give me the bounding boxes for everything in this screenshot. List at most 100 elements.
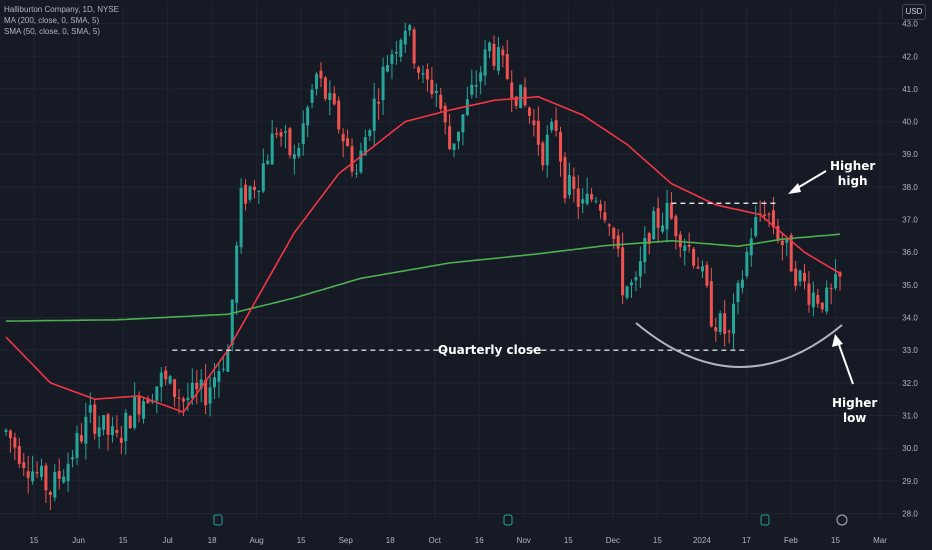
candle-body — [186, 397, 190, 400]
candle-body — [39, 465, 43, 477]
candle-body — [661, 225, 665, 232]
candle-body — [665, 202, 669, 230]
candle-body — [647, 233, 651, 244]
candle-body — [811, 292, 815, 308]
price-axis[interactable]: 28.0 29.0 30.0 31.0 32.0 33.0 34.0 35.0 36.0 37.0… — [902, 20, 918, 519]
candle-body — [488, 42, 492, 52]
candle-body — [692, 248, 696, 266]
candle-body — [705, 264, 709, 286]
candle-body — [248, 186, 252, 200]
candle-body — [221, 368, 225, 370]
higher-high-arrow-line — [793, 170, 827, 191]
rounded-bottom-arc — [635, 322, 843, 368]
quarterly-close-label: Quarterly close — [438, 343, 541, 357]
candle-body — [834, 274, 838, 289]
candle-body — [363, 137, 367, 156]
candle-body — [341, 133, 345, 142]
higher-high-line1: Higher — [830, 159, 876, 173]
candle-body — [714, 327, 718, 332]
candle-body — [434, 90, 438, 93]
candle-body — [771, 210, 775, 228]
candle-body — [35, 472, 39, 474]
candle-body — [44, 465, 48, 491]
candle-body — [337, 100, 341, 130]
time-tick-label: 15 — [297, 536, 306, 545]
candle-body — [683, 245, 687, 251]
candle-body — [266, 160, 270, 165]
higher-low-label: Higher low — [832, 396, 877, 426]
candle-body — [594, 200, 598, 202]
candle-body — [57, 470, 61, 479]
candle-body — [159, 372, 163, 387]
candle-body — [798, 270, 802, 282]
candle-body — [723, 313, 727, 334]
legend-title: Halliburton Company, 1D, NYSE — [4, 5, 120, 14]
time-tick-label: 18 — [208, 536, 217, 545]
candle-body — [168, 376, 172, 384]
candle-body — [368, 130, 372, 137]
candle-body — [79, 435, 83, 442]
price-tick-label: 43.0 — [902, 20, 918, 29]
candle-body — [332, 93, 336, 105]
candle-body — [230, 299, 234, 345]
candle-body — [612, 227, 616, 239]
candle-body — [732, 303, 736, 334]
price-tick-label: 39.0 — [902, 150, 918, 159]
candle-body — [315, 73, 319, 90]
candle-body — [319, 70, 323, 79]
candle-body — [527, 107, 531, 116]
time-axis[interactable]: 15 Jun 15 Jul 18 Aug 15 Sep 18 Oct 16 Nov 15 Dec 15 202… — [30, 536, 888, 545]
time-tick-label: 15 — [30, 536, 39, 545]
earnings-marker-icon — [213, 514, 223, 526]
price-tick-label: 35.0 — [902, 281, 918, 290]
candle-body — [736, 283, 740, 303]
higher-high-label: Higher high — [830, 159, 875, 189]
candle-body — [439, 94, 443, 109]
candle-body — [554, 120, 558, 131]
candle-body — [323, 77, 327, 99]
price-tick-label: 40.0 — [902, 118, 918, 127]
candle-body — [590, 193, 594, 200]
price-tick-label: 28.0 — [902, 509, 918, 518]
candle-body — [328, 92, 332, 101]
candle-body — [505, 54, 509, 79]
chart-legend: Halliburton Company, 1D, NYSE MA (200, c… — [4, 4, 119, 37]
candle-body — [749, 238, 753, 256]
candle-body — [576, 188, 580, 207]
candle-body — [709, 281, 713, 327]
time-tick-label: 17 — [742, 536, 751, 545]
candle-body — [359, 150, 363, 173]
legend-ma200: MA (200, close, 0, SMA, 5) — [4, 16, 100, 25]
candle-body — [807, 283, 811, 305]
price-tick-label: 31.0 — [902, 411, 918, 420]
candle-body — [585, 193, 589, 204]
candle-body — [496, 47, 500, 71]
currency-button[interactable]: USD — [902, 4, 926, 20]
candle-body — [155, 386, 159, 401]
candle-body — [53, 471, 57, 498]
candle-body — [669, 203, 673, 219]
candle-body — [261, 163, 265, 192]
candle-body — [514, 96, 518, 106]
candle-body — [825, 287, 829, 312]
candle-body — [270, 133, 274, 165]
candle-body — [13, 437, 17, 448]
candle-body — [625, 286, 629, 298]
candle-body — [62, 476, 66, 483]
candle-body — [4, 430, 8, 432]
candle-body — [208, 387, 212, 404]
time-tick-label: Nov — [517, 536, 531, 545]
earnings-marker-icon — [760, 514, 770, 526]
candle-body — [581, 199, 585, 204]
candle-body — [519, 84, 523, 109]
candle-body — [643, 237, 647, 263]
candle-body — [545, 134, 549, 166]
candle-body — [767, 213, 771, 215]
candle-body — [177, 397, 181, 399]
candle-body — [674, 216, 678, 237]
candle-body — [492, 43, 496, 66]
time-tick-label: 2024 — [693, 536, 711, 545]
time-tick-label: Sep — [339, 536, 354, 545]
time-tick-label: Oct — [429, 536, 442, 545]
